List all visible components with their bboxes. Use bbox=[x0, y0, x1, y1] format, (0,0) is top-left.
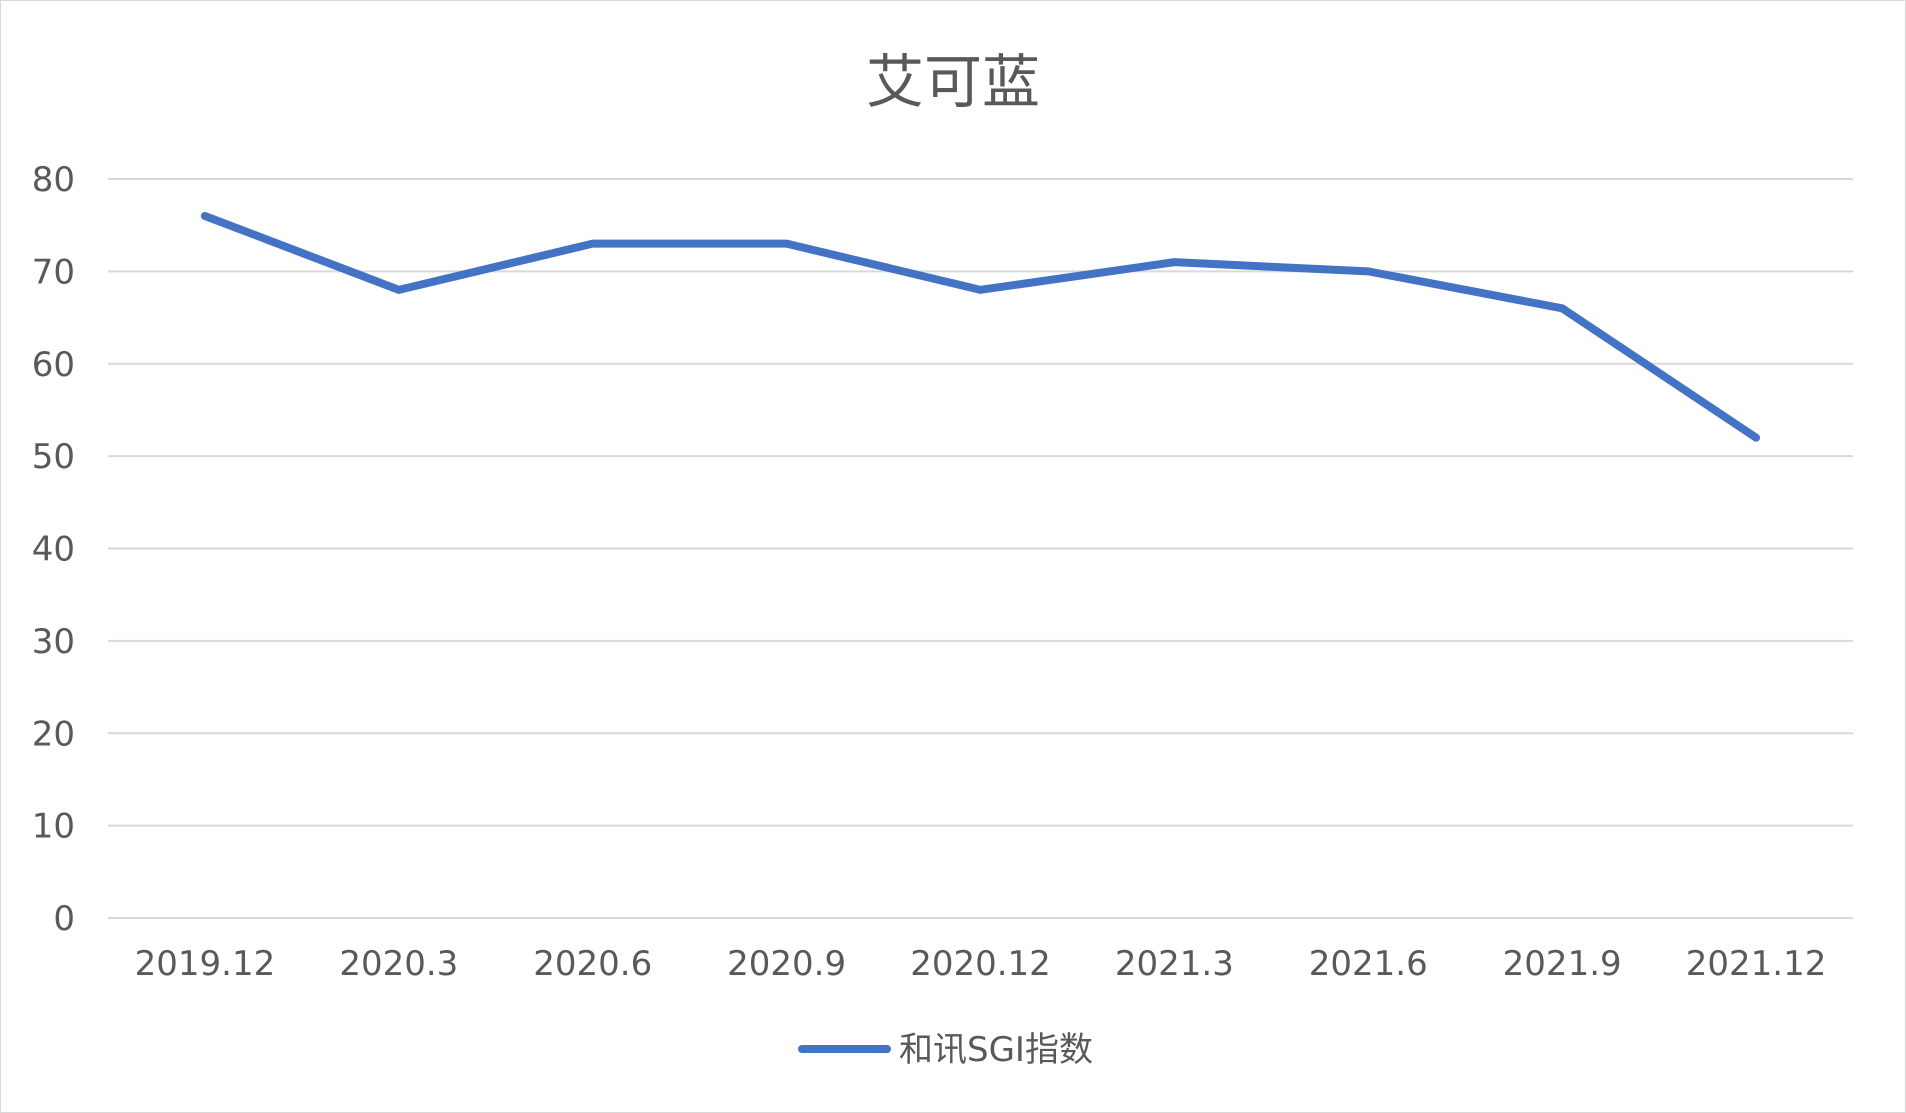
y-tick-label: 20 bbox=[32, 714, 75, 754]
data-point bbox=[1173, 261, 1175, 263]
y-tick-label: 0 bbox=[53, 899, 75, 939]
x-tick-label: 2021.6 bbox=[1309, 944, 1428, 984]
gridlines bbox=[108, 178, 1853, 919]
y-tick-label: 30 bbox=[32, 622, 75, 662]
x-tick-label: 2020.12 bbox=[910, 944, 1051, 984]
x-tick-label: 2021.9 bbox=[1503, 944, 1622, 984]
series-line bbox=[200, 211, 1761, 442]
x-tick-label: 2020.9 bbox=[727, 944, 846, 984]
data-point bbox=[1367, 270, 1369, 272]
data-point bbox=[204, 215, 206, 217]
x-tick-label: 2021.3 bbox=[1115, 944, 1234, 984]
data-point bbox=[398, 289, 400, 291]
y-axis-ticks: 0 10 20 30 40 50 60 70 80 bbox=[32, 160, 75, 939]
legend-label: 和讯SGI指数 bbox=[899, 1030, 1093, 1070]
data-point bbox=[786, 243, 788, 245]
y-tick-label: 70 bbox=[32, 252, 75, 292]
data-point bbox=[1561, 307, 1563, 309]
y-tick-label: 50 bbox=[32, 437, 75, 477]
legend: 和讯SGI指数 bbox=[798, 1030, 1093, 1070]
data-point bbox=[592, 243, 594, 245]
x-tick-label: 2019.12 bbox=[135, 944, 276, 984]
data-point bbox=[980, 289, 981, 291]
x-axis-ticks: 2019.12 2020.3 2020.6 2020.9 2020.12 2021.3 20… bbox=[135, 944, 1827, 984]
series-lines bbox=[200, 211, 1761, 442]
y-tick-label: 80 bbox=[32, 160, 75, 200]
y-tick-label: 40 bbox=[32, 530, 75, 570]
x-tick-label: 2021.12 bbox=[1686, 944, 1827, 984]
x-tick-label: 2020.6 bbox=[533, 944, 652, 984]
y-tick-label: 10 bbox=[32, 807, 75, 847]
data-point bbox=[1755, 437, 1757, 439]
x-tick-label: 2020.3 bbox=[339, 944, 458, 984]
chart-title: 艾可蓝 bbox=[866, 48, 1040, 116]
y-tick-label: 60 bbox=[32, 345, 75, 385]
